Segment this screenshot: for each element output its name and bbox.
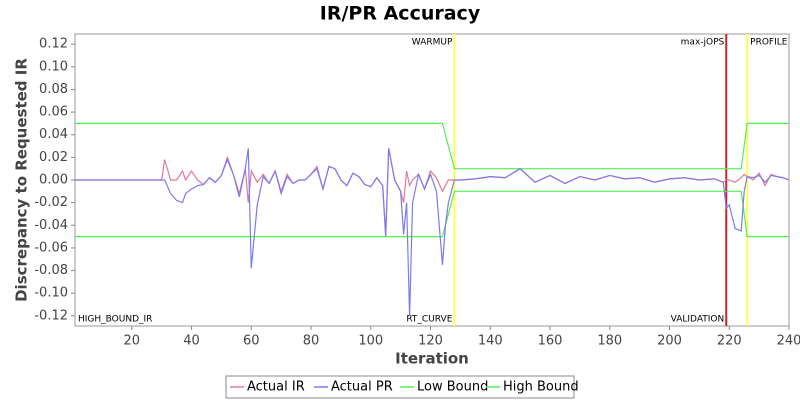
y-tick-label: 0.10 — [39, 59, 68, 74]
x-tick-label: 160 — [538, 334, 563, 349]
y-tick-label: -0.06 — [34, 240, 68, 255]
chart-title: IR/PR Accuracy — [320, 3, 481, 25]
marker-label: PROFILE — [750, 38, 788, 48]
legend-label: Actual PR — [331, 380, 393, 395]
y-tick-label: 0.02 — [39, 150, 68, 165]
y-tick-label: 0.08 — [39, 82, 68, 97]
x-tick-label: 40 — [183, 334, 200, 349]
x-tick-label: 80 — [303, 334, 320, 349]
series-line — [75, 148, 790, 316]
marker-label: HIGH_BOUND_IR — [78, 315, 152, 325]
y-tick-label: -0.02 — [34, 195, 68, 210]
x-tick-label: 180 — [597, 334, 622, 349]
x-tick-label: 240 — [777, 334, 800, 349]
x-tick-label: 20 — [123, 334, 140, 349]
x-tick-label: 140 — [478, 334, 503, 349]
marker-label: VALIDATION — [671, 315, 725, 325]
x-tick-label: 220 — [717, 334, 742, 349]
marker-label: RT_CURVE — [406, 315, 452, 325]
y-tick-label: -0.08 — [34, 263, 68, 278]
x-tick-label: 200 — [657, 334, 682, 349]
series-line — [75, 122, 789, 170]
y-tick-label: -0.12 — [34, 308, 68, 323]
y-tick-label: 0.12 — [39, 37, 68, 52]
series-line — [75, 190, 789, 238]
x-tick-label: 120 — [418, 334, 443, 349]
y-tick-label: 0.04 — [39, 127, 68, 142]
y-tick-label: 0.00 — [39, 173, 68, 188]
legend-label: High Bound — [503, 380, 579, 395]
legend-label: Low Bound — [417, 380, 488, 395]
x-tick-label: 100 — [358, 334, 383, 349]
y-tick-label: -0.04 — [34, 218, 68, 233]
x-axis-label: Iteration — [395, 350, 469, 368]
legend-label: Actual IR — [247, 380, 305, 395]
marker-label: max-jOPS — [681, 38, 725, 48]
marker-label: WARMUP — [412, 38, 453, 48]
y-tick-label: 0.06 — [39, 105, 68, 120]
y-tick-label: -0.10 — [34, 286, 68, 301]
x-tick-label: 60 — [243, 334, 260, 349]
y-axis-label: Discrepancy to Requested IR — [13, 58, 31, 302]
